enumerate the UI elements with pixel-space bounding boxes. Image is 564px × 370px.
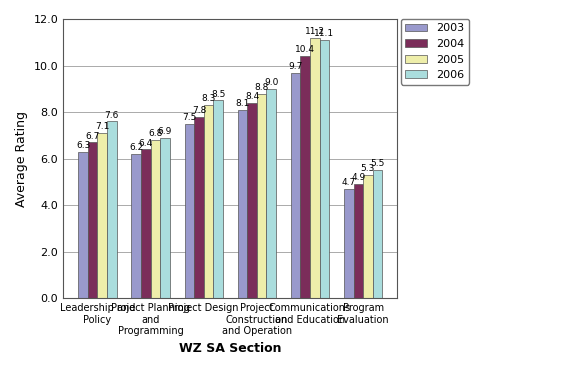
Text: 10.4: 10.4	[295, 46, 315, 54]
Bar	[257, 94, 266, 298]
Bar	[301, 56, 310, 298]
Bar	[344, 189, 354, 298]
Bar	[78, 152, 88, 298]
Text: 6.9: 6.9	[158, 127, 172, 136]
Bar	[194, 117, 204, 298]
Bar	[320, 40, 329, 298]
Bar	[98, 133, 107, 298]
Bar	[213, 101, 223, 298]
Bar	[184, 124, 194, 298]
Bar	[291, 73, 301, 298]
Bar	[266, 89, 276, 298]
Bar	[238, 110, 247, 298]
Text: 4.7: 4.7	[342, 178, 356, 187]
Text: 9.7: 9.7	[288, 62, 303, 71]
Bar	[310, 38, 320, 298]
Text: 8.5: 8.5	[211, 90, 225, 99]
Text: 8.3: 8.3	[201, 94, 215, 103]
Text: 6.8: 6.8	[148, 129, 162, 138]
Text: 7.6: 7.6	[105, 111, 119, 120]
Text: 11.1: 11.1	[314, 29, 334, 38]
Bar	[160, 138, 170, 298]
Text: 6.3: 6.3	[76, 141, 90, 150]
Text: 8.1: 8.1	[235, 99, 250, 108]
Text: 8.8: 8.8	[254, 83, 269, 92]
X-axis label: WZ SA Section: WZ SA Section	[179, 342, 281, 355]
Bar	[204, 105, 213, 298]
Text: 9.0: 9.0	[264, 78, 279, 87]
Text: 5.5: 5.5	[370, 159, 385, 168]
Bar	[151, 140, 160, 298]
Text: 6.4: 6.4	[139, 138, 153, 148]
Text: 6.2: 6.2	[129, 143, 143, 152]
Text: 7.5: 7.5	[182, 113, 197, 122]
Text: 8.4: 8.4	[245, 92, 259, 101]
Bar	[373, 170, 382, 298]
Legend: 2003, 2004, 2005, 2006: 2003, 2004, 2005, 2006	[401, 19, 469, 85]
Text: 7.1: 7.1	[95, 122, 109, 131]
Text: 4.9: 4.9	[351, 174, 365, 182]
Bar	[131, 154, 141, 298]
Bar	[363, 175, 373, 298]
Bar	[88, 142, 98, 298]
Bar	[107, 121, 117, 298]
Text: 6.7: 6.7	[86, 131, 100, 141]
Text: 11.2: 11.2	[305, 27, 325, 36]
Text: 5.3: 5.3	[361, 164, 375, 173]
Bar	[141, 149, 151, 298]
Bar	[247, 103, 257, 298]
Y-axis label: Average Rating: Average Rating	[15, 111, 28, 207]
Text: 7.8: 7.8	[192, 106, 206, 115]
Bar	[354, 184, 363, 298]
